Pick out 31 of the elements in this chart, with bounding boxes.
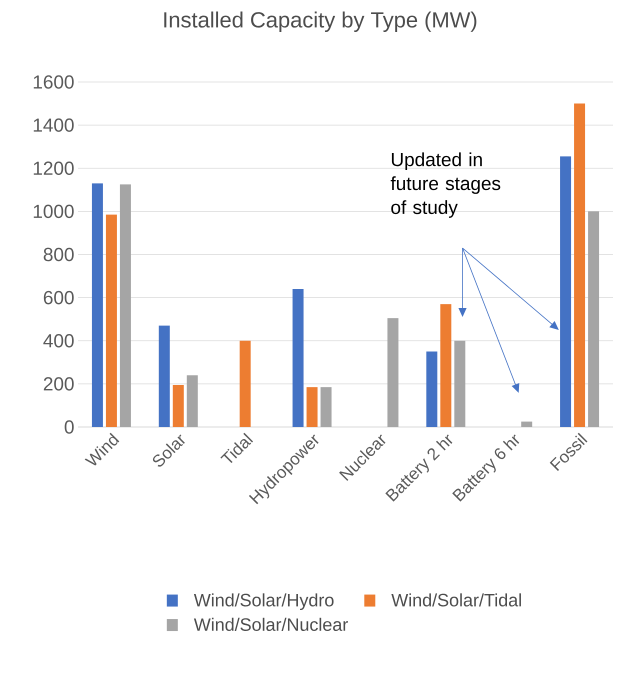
bar [106,214,117,427]
y-tick-label: 600 [44,290,74,304]
y-tick-label: 800 [44,248,74,262]
legend-label: Wind/Solar/Hydro [194,593,334,610]
bar [186,375,198,427]
y-tick-label: 1000 [34,204,74,218]
bar [440,304,452,427]
y-tick-label: 200 [44,377,74,391]
chart-title: Installed Capacity by Type (MW) [164,12,476,32]
bar [521,422,532,427]
bar [426,352,438,427]
legend-label: Wind/Solar/Tidal [391,593,521,606]
bar [120,184,131,427]
bar [240,340,251,427]
y-tick-label: 0 [64,420,74,434]
y-tick-label: 1400 [34,118,74,132]
bar [588,211,600,427]
bar [306,387,318,427]
bar [320,387,332,427]
y-tick-label: 1200 [34,162,74,175]
annotation: Updated in future stages of study [390,152,500,218]
legend-label: Wind/Solar/Nuclear [194,618,348,631]
bar [454,340,466,427]
bar [387,318,398,427]
bar [292,288,304,427]
y-tick-label: 400 [43,334,74,348]
bar [158,326,170,427]
bar [574,104,586,427]
bar [172,384,184,427]
y-tick-label: 1600 [34,75,74,89]
bar [92,183,103,427]
